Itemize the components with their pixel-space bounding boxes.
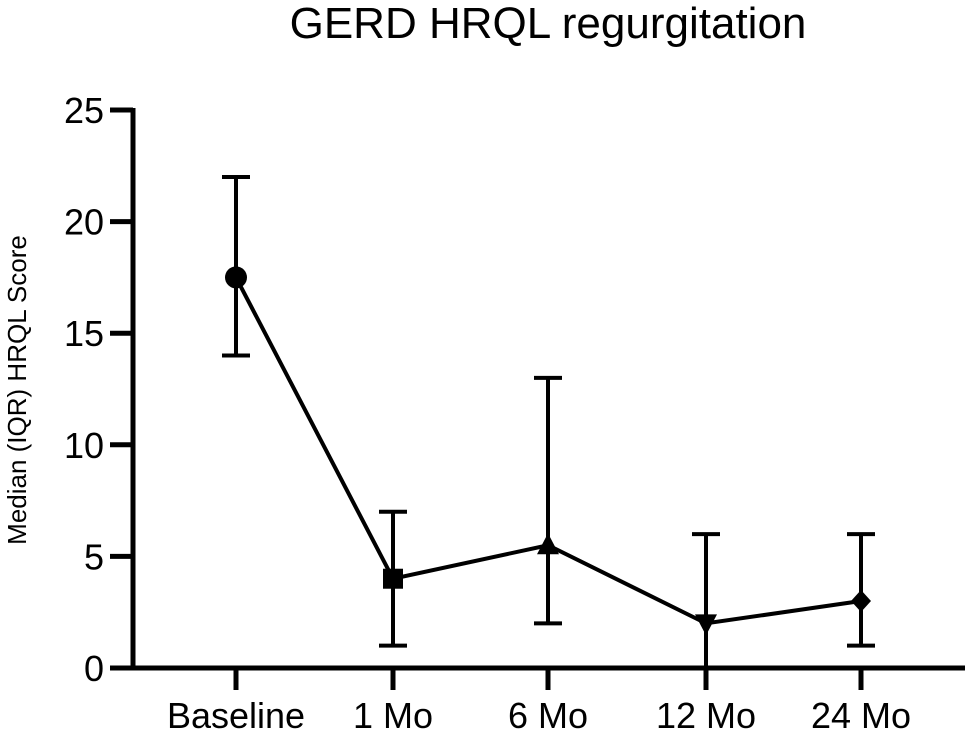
x-tick-label: 24 Mo — [811, 695, 911, 731]
data-point-triangle-down — [695, 614, 717, 636]
chart-title: GERD HRQL regurgitation — [290, 0, 807, 48]
y-tick-label: 5 — [84, 536, 104, 577]
y-tick-label: 20 — [64, 202, 104, 243]
data-point-square — [383, 568, 403, 589]
y-tick-label: 25 — [64, 90, 104, 131]
y-tick-label: 10 — [64, 425, 104, 466]
y-tick-label: 0 — [84, 648, 104, 689]
x-tick-label: 12 Mo — [656, 695, 756, 731]
x-tick-label: Baseline — [167, 695, 305, 731]
x-tick-label: 6 Mo — [508, 695, 588, 731]
y-axis-label: Median (IQR) HRQL Score — [2, 235, 32, 545]
error-bars — [222, 174, 875, 670]
data-point-diamond — [851, 590, 871, 613]
x-ticks: Baseline 1 Mo 6 Mo 12 Mo 24 Mo — [167, 668, 911, 731]
y-tick-label: 15 — [64, 313, 104, 354]
x-tick-label: 1 Mo — [353, 695, 433, 731]
data-markers — [225, 266, 871, 636]
data-point-triangle-up — [537, 533, 559, 555]
data-point-circle — [225, 266, 247, 289]
y-ticks: 0 5 10 15 20 25 — [64, 90, 133, 689]
